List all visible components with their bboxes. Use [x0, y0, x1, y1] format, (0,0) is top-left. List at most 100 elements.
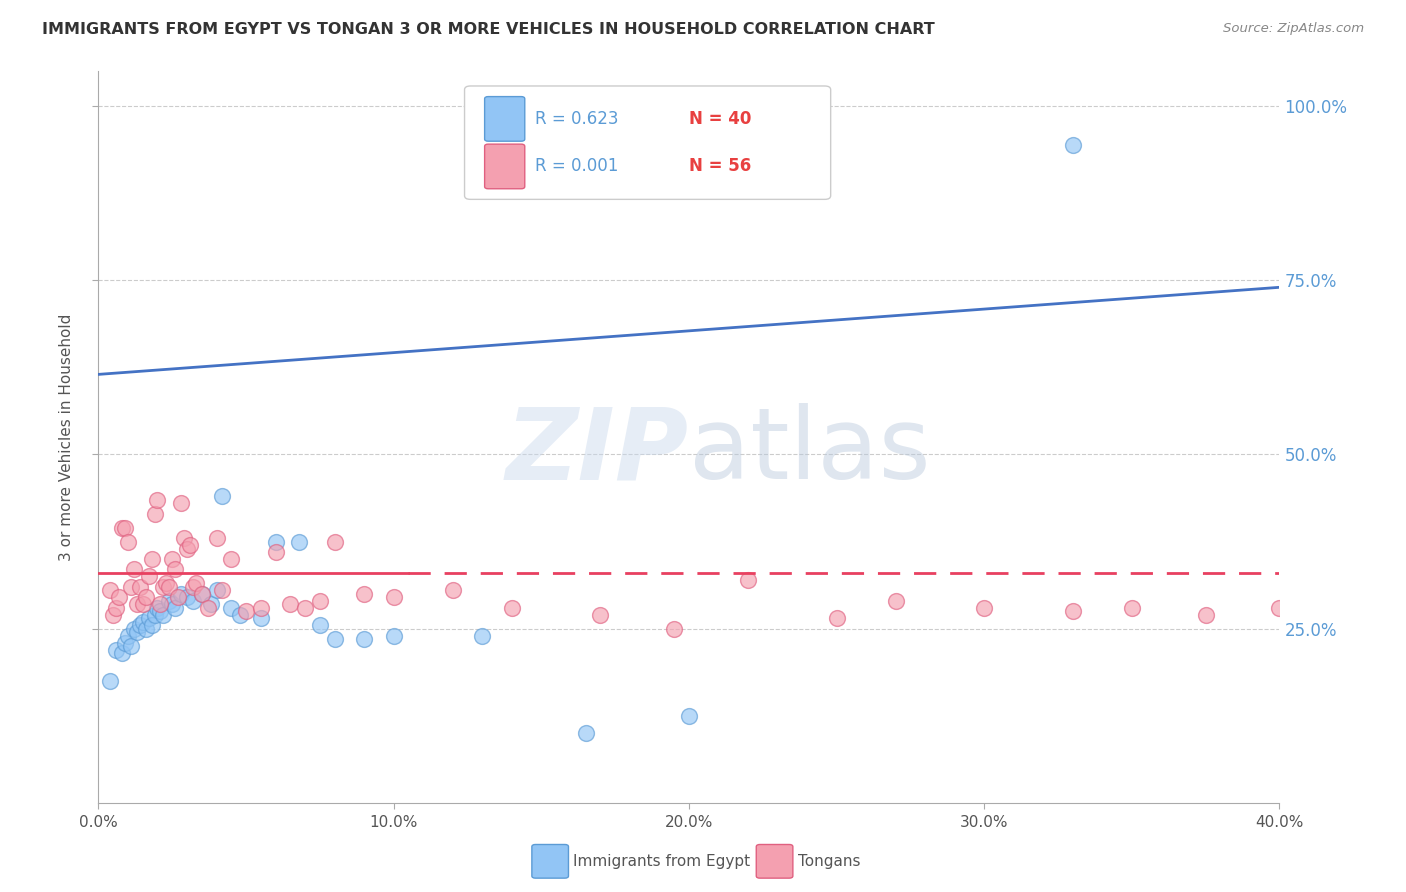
Point — [135, 622, 157, 636]
Point — [280, 597, 302, 611]
Point — [973, 600, 995, 615]
Point — [884, 594, 907, 608]
Point — [165, 562, 187, 576]
Point — [157, 594, 180, 608]
Point — [323, 534, 346, 549]
Point — [125, 625, 148, 640]
Text: ZIP: ZIP — [506, 403, 689, 500]
Point — [98, 673, 121, 688]
Point — [1062, 604, 1084, 618]
Point — [111, 521, 134, 535]
Point — [152, 607, 174, 622]
Point — [664, 622, 686, 636]
Text: atlas: atlas — [689, 403, 931, 500]
Point — [737, 573, 759, 587]
Point — [323, 632, 346, 646]
Point — [157, 580, 180, 594]
FancyBboxPatch shape — [485, 145, 524, 189]
Point — [211, 489, 233, 503]
Point — [167, 591, 190, 605]
Point — [471, 629, 494, 643]
Point — [176, 541, 198, 556]
FancyBboxPatch shape — [464, 86, 831, 200]
Point — [135, 591, 157, 605]
Point — [114, 635, 136, 649]
Point — [294, 600, 316, 615]
Point — [221, 600, 243, 615]
Point — [1195, 607, 1218, 622]
Point — [221, 552, 243, 566]
Point — [309, 594, 332, 608]
Point — [575, 726, 598, 740]
Point — [264, 545, 287, 559]
Point — [309, 618, 332, 632]
Point — [141, 552, 163, 566]
Point — [122, 622, 145, 636]
Point — [173, 531, 195, 545]
FancyBboxPatch shape — [485, 96, 524, 141]
Point — [132, 615, 155, 629]
Point — [162, 597, 183, 611]
Point — [98, 583, 121, 598]
Text: N = 40: N = 40 — [689, 110, 751, 128]
Point — [179, 538, 201, 552]
Point — [143, 607, 166, 622]
Point — [197, 600, 219, 615]
Point — [146, 492, 169, 507]
Point — [382, 591, 405, 605]
Point — [288, 534, 311, 549]
Point — [382, 629, 405, 643]
Point — [264, 534, 287, 549]
Point — [103, 607, 125, 622]
Point — [165, 600, 187, 615]
Point — [191, 587, 214, 601]
Point — [235, 604, 257, 618]
Point — [146, 600, 169, 615]
Point — [250, 611, 273, 625]
Point — [120, 580, 142, 594]
Point — [184, 576, 207, 591]
Point — [152, 580, 174, 594]
Point — [170, 496, 193, 510]
Point — [1268, 600, 1291, 615]
FancyBboxPatch shape — [756, 845, 793, 878]
Point — [111, 646, 134, 660]
Point — [108, 591, 131, 605]
Point — [1062, 137, 1084, 152]
Point — [211, 583, 233, 598]
Point — [181, 580, 204, 594]
Point — [176, 591, 198, 605]
Point — [205, 531, 228, 545]
Point — [105, 600, 128, 615]
Point — [191, 587, 214, 601]
Point — [128, 618, 150, 632]
Point — [825, 611, 848, 625]
FancyBboxPatch shape — [531, 845, 568, 878]
Point — [155, 576, 177, 591]
Point — [149, 597, 172, 611]
Point — [1121, 600, 1143, 615]
Y-axis label: 3 or more Vehicles in Household: 3 or more Vehicles in Household — [59, 313, 75, 561]
Point — [589, 607, 612, 622]
Point — [120, 639, 142, 653]
Point — [138, 569, 160, 583]
Point — [170, 587, 193, 601]
Point — [141, 618, 163, 632]
Point — [105, 642, 128, 657]
Text: Source: ZipAtlas.com: Source: ZipAtlas.com — [1223, 22, 1364, 36]
Text: N = 56: N = 56 — [689, 158, 751, 176]
Text: Immigrants from Egypt: Immigrants from Egypt — [574, 854, 751, 869]
Point — [128, 580, 150, 594]
Point — [678, 708, 700, 723]
Point — [132, 597, 155, 611]
Text: R = 0.001: R = 0.001 — [536, 158, 619, 176]
Point — [353, 632, 375, 646]
Text: Tongans: Tongans — [797, 854, 860, 869]
Point — [250, 600, 273, 615]
Point — [138, 611, 160, 625]
Point — [125, 597, 148, 611]
Text: R = 0.623: R = 0.623 — [536, 110, 619, 128]
Text: IMMIGRANTS FROM EGYPT VS TONGAN 3 OR MORE VEHICLES IN HOUSEHOLD CORRELATION CHAR: IMMIGRANTS FROM EGYPT VS TONGAN 3 OR MOR… — [42, 22, 935, 37]
Point — [353, 587, 375, 601]
Point — [122, 562, 145, 576]
